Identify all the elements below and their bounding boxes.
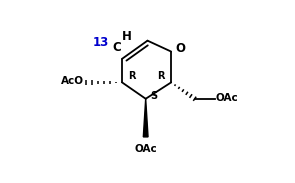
Text: R: R: [157, 71, 165, 81]
Text: O: O: [176, 42, 186, 55]
Text: OAc: OAc: [134, 144, 157, 154]
Text: S: S: [150, 91, 157, 101]
Text: C: C: [112, 41, 121, 54]
Text: 13: 13: [92, 36, 109, 49]
Text: AcO: AcO: [61, 76, 84, 86]
Text: OAc: OAc: [216, 93, 238, 103]
Polygon shape: [143, 99, 148, 137]
Text: R: R: [128, 71, 136, 81]
Text: H: H: [122, 30, 132, 43]
